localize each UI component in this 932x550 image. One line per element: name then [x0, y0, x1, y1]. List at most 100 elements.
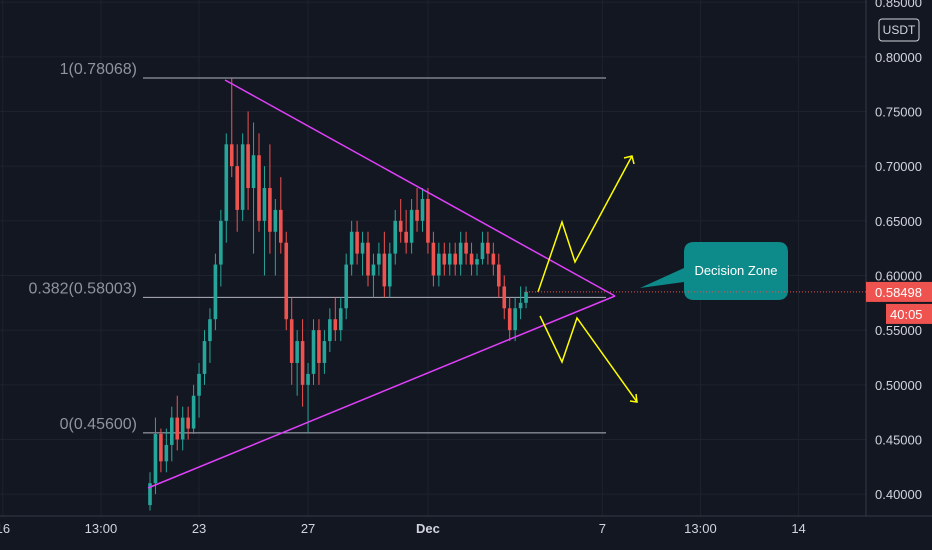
candle [219, 209, 223, 287]
candle [338, 297, 343, 342]
fib-level-label: 1(0.78068) [60, 61, 137, 78]
currency-label: USDT [883, 23, 916, 37]
x-tick-label: 14 [791, 521, 805, 536]
candle [475, 253, 479, 276]
x-tick-label: 13:00 [684, 521, 717, 536]
candle [507, 297, 512, 342]
candle [409, 198, 414, 254]
candle [202, 330, 207, 385]
candle [262, 166, 267, 276]
candle [366, 231, 370, 287]
fib-retracement[interactable]: 1(0.78068) 0.382(0.58003) 0(0.45600) [28, 61, 606, 434]
callout-shape [640, 242, 788, 300]
y-tick-label: 0.40000 [875, 487, 922, 502]
bullish-projection-arrow[interactable] [537, 155, 633, 293]
candle [388, 242, 392, 298]
y-tick-label: 0.75000 [875, 105, 922, 120]
y-axis-ticks: 0.85000 0.80000 0.75000 0.70000 0.65000 0.600… [875, 0, 922, 502]
last-price-value: 0.58498 [875, 285, 922, 300]
y-tick-label: 0.65000 [875, 214, 922, 229]
candle [518, 286, 523, 320]
candle [268, 144, 272, 254]
candle [148, 472, 152, 511]
candle [458, 231, 463, 276]
candle [170, 406, 174, 462]
candle [311, 319, 316, 385]
candle [464, 231, 468, 265]
candle [186, 406, 190, 440]
grid [0, 0, 866, 516]
countdown-box [886, 303, 932, 324]
last-price-box [866, 281, 932, 302]
triangle-lower-line[interactable] [147, 295, 616, 489]
x-tick-label: 7 [599, 521, 606, 536]
y-tick-label: 0.55000 [875, 323, 922, 338]
candle [164, 428, 169, 473]
bullish-arrowhead [623, 155, 635, 165]
candle [191, 384, 196, 435]
candle [273, 198, 278, 276]
bar-countdown: 40:05 [890, 307, 923, 322]
fib-level-label: 0.382(0.58003) [28, 280, 137, 297]
candle [486, 231, 490, 265]
candle [153, 417, 158, 495]
candle [393, 209, 398, 265]
bearish-arrowhead [629, 393, 638, 403]
bearish-projection-arrow[interactable] [539, 315, 638, 403]
candle [333, 297, 338, 342]
candle [246, 111, 250, 210]
candle [513, 297, 517, 342]
candle [180, 406, 185, 451]
drawings[interactable]: Decision Zone [147, 79, 788, 489]
candle [208, 308, 212, 363]
candle [431, 231, 436, 287]
candle [491, 242, 496, 276]
candle [415, 188, 419, 232]
decision-zone-callout[interactable]: Decision Zone [640, 242, 788, 300]
candle [235, 144, 239, 232]
candle [382, 231, 387, 298]
candle [289, 297, 294, 385]
candle [328, 308, 332, 353]
x-tick-label: Dec [416, 521, 440, 536]
y-tick-label: 0.80000 [875, 50, 922, 65]
candle [442, 242, 447, 276]
candle [344, 253, 348, 320]
candle [197, 362, 201, 418]
candle [437, 242, 441, 287]
currency-badge[interactable]: USDT [878, 18, 920, 42]
candle [453, 242, 457, 276]
candle [229, 78, 234, 178]
candle [447, 242, 452, 276]
y-tick-label: 0.70000 [875, 159, 922, 174]
candle [420, 188, 425, 232]
last-price-tag: 0.58498 40:05 [526, 281, 932, 324]
candle [213, 253, 218, 331]
axes: 0.85000 0.80000 0.75000 0.70000 0.65000 0.600… [0, 0, 932, 536]
candle [279, 177, 283, 254]
y-tick-label: 0.85000 [875, 0, 922, 10]
candles [148, 78, 528, 511]
candle [240, 133, 245, 221]
x-tick-label: 13:00 [85, 521, 118, 536]
candle [349, 220, 354, 276]
callout-label: Decision Zone [694, 263, 777, 278]
candle [480, 231, 485, 265]
candle [295, 330, 299, 396]
candle [398, 198, 403, 243]
candle [175, 395, 180, 451]
candle [426, 188, 430, 254]
candle [251, 122, 256, 254]
candle [284, 231, 289, 331]
candle [306, 362, 310, 433]
x-tick-label: 27 [301, 521, 315, 536]
candle [524, 286, 528, 309]
y-tick-label: 0.60000 [875, 268, 922, 283]
candle [224, 133, 229, 243]
y-tick-label: 0.45000 [875, 432, 922, 447]
candle [300, 319, 305, 407]
candle [317, 319, 321, 385]
triangle-upper-line[interactable] [224, 79, 616, 297]
x-tick-label: 23 [192, 521, 206, 536]
